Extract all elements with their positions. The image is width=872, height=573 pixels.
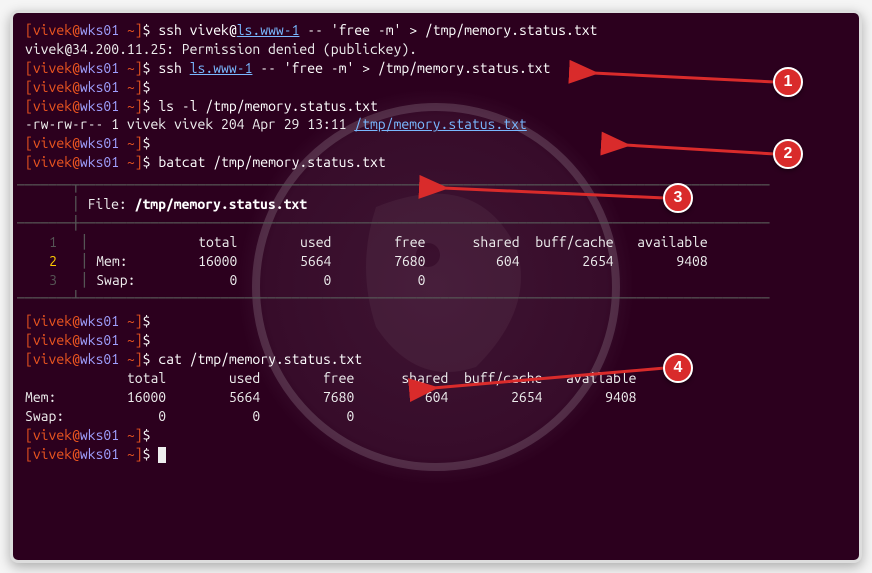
callout-badge-4: 4 xyxy=(663,353,693,383)
prompt-line: [vivek@wks01 ~]$ cat /tmp/memory.status.… xyxy=(17,350,855,369)
terminal-content: [vivek@wks01 ~]$ ssh vivek@ls.www-1 -- '… xyxy=(17,21,855,463)
prompt-line: [vivek@wks01 ~]$ xyxy=(17,331,855,350)
prompt-line: [vivek@wks01 ~]$ xyxy=(17,78,855,97)
prompt-line: [vivek@wks01 ~]$ batcat /tmp/memory.stat… xyxy=(17,153,855,172)
prompt-line: [vivek@wks01 ~]$ xyxy=(17,426,855,445)
file-path: /tmp/memory.status.txt xyxy=(354,116,526,132)
hostname-link: ls.www-1 xyxy=(190,60,253,76)
terminal-window: [vivek@wks01 ~]$ ssh vivek@ls.www-1 -- '… xyxy=(10,10,862,563)
hostname-link: ls.www-1 xyxy=(237,22,300,38)
callout-badge-1: 1 xyxy=(773,67,803,97)
prompt-line: [vivek@wks01 ~]$ xyxy=(17,312,855,331)
batcat-output: ───────┬────────────────────────────────… xyxy=(17,176,855,308)
output-line: -rw-rw-r-- 1 vivek vivek 204 Apr 29 13:1… xyxy=(17,115,855,134)
prompt-line: [vivek@wks01 ~]$ ls -l /tmp/memory.statu… xyxy=(17,97,855,116)
prompt-line: [vivek@wks01 ~]$ ssh ls.www-1 -- 'free -… xyxy=(17,59,855,78)
callout-badge-2: 2 xyxy=(773,139,803,169)
output-line: Swap: 0 0 0 xyxy=(17,407,855,426)
prompt-line[interactable]: [vivek@wks01 ~]$ xyxy=(17,445,855,464)
output-line: Mem: 16000 5664 7680 604 2654 9408 xyxy=(17,388,855,407)
cursor xyxy=(158,447,166,463)
prompt-line: [vivek@wks01 ~]$ ssh vivek@ls.www-1 -- '… xyxy=(17,21,855,40)
prompt-line: [vivek@wks01 ~]$ xyxy=(17,134,855,153)
output-line: vivek@34.200.11.25: Permission denied (p… xyxy=(17,40,855,59)
callout-badge-3: 3 xyxy=(663,183,693,213)
output-line: total used free shared buff/cache availa… xyxy=(17,369,855,388)
